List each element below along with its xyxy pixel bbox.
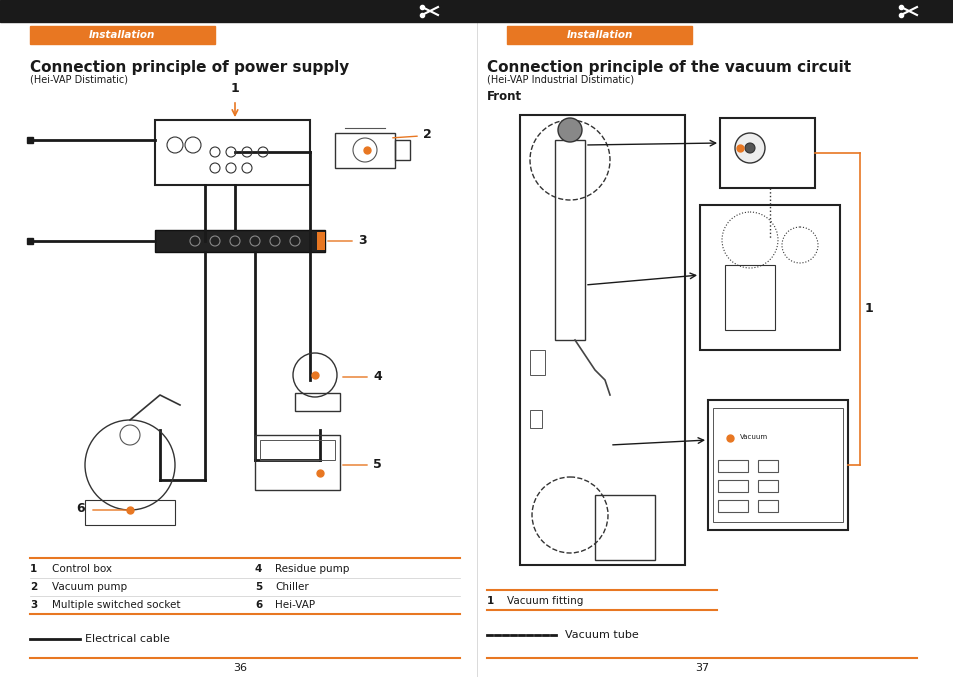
Bar: [316, 232, 325, 250]
Text: Chiller: Chiller: [274, 582, 309, 592]
Text: Residue pump: Residue pump: [274, 564, 349, 574]
Text: Connection principle of power supply: Connection principle of power supply: [30, 60, 349, 75]
Text: 2: 2: [422, 129, 432, 141]
Bar: [0, 0, 953, 22]
Text: 6: 6: [254, 600, 262, 610]
Text: Control box: Control box: [52, 564, 112, 574]
Bar: [530, 410, 541, 428]
Text: Installation: Installation: [566, 30, 633, 40]
Text: Connection principle of the vacuum circuit: Connection principle of the vacuum circu…: [486, 60, 850, 75]
Text: 1: 1: [864, 303, 873, 315]
Bar: [718, 500, 747, 512]
Text: 3: 3: [30, 600, 37, 610]
Text: 6: 6: [76, 502, 85, 515]
Circle shape: [558, 118, 581, 142]
Text: 36: 36: [233, 663, 247, 673]
Text: 37: 37: [694, 663, 708, 673]
Circle shape: [734, 133, 764, 163]
Text: 3: 3: [357, 234, 366, 246]
Text: 4: 4: [373, 370, 381, 383]
Text: Hei-VAP: Hei-VAP: [274, 600, 314, 610]
Text: Vacuum fitting: Vacuum fitting: [506, 596, 583, 606]
Bar: [260, 440, 335, 460]
Text: 5: 5: [373, 458, 381, 471]
Text: Multiple switched socket: Multiple switched socket: [52, 600, 180, 610]
Text: Vacuum tube: Vacuum tube: [564, 630, 639, 640]
Bar: [294, 393, 339, 411]
Text: Vacuum: Vacuum: [740, 434, 767, 440]
Bar: [724, 265, 774, 330]
Bar: [700, 205, 840, 350]
Bar: [530, 350, 544, 375]
Text: Installation: Installation: [89, 30, 155, 40]
Bar: [555, 140, 584, 340]
Text: 1: 1: [30, 564, 37, 574]
Text: 1: 1: [486, 596, 494, 606]
Bar: [519, 115, 684, 565]
Bar: [712, 408, 842, 522]
Bar: [254, 435, 339, 490]
Bar: [85, 500, 174, 525]
Bar: [335, 133, 395, 168]
Bar: [154, 120, 310, 185]
Bar: [718, 460, 747, 472]
Text: 5: 5: [254, 582, 262, 592]
Bar: [758, 480, 778, 492]
Text: (Hei-VAP Industrial Distimatic): (Hei-VAP Industrial Distimatic): [486, 75, 634, 85]
Bar: [720, 118, 814, 188]
Bar: [506, 26, 691, 44]
Bar: [595, 495, 655, 560]
Text: Vacuum pump: Vacuum pump: [52, 582, 127, 592]
Bar: [758, 460, 778, 472]
Text: (Hei-VAP Distimatic): (Hei-VAP Distimatic): [30, 75, 128, 85]
Circle shape: [744, 143, 754, 153]
Bar: [154, 230, 325, 252]
Bar: [758, 500, 778, 512]
Bar: [395, 140, 410, 160]
Bar: [707, 400, 847, 530]
Bar: [30, 26, 214, 44]
Text: 1: 1: [231, 82, 239, 95]
Bar: [718, 480, 747, 492]
Text: Front: Front: [486, 90, 521, 103]
Text: 2: 2: [30, 582, 37, 592]
Text: 4: 4: [254, 564, 262, 574]
Text: Electrical cable: Electrical cable: [85, 634, 170, 644]
